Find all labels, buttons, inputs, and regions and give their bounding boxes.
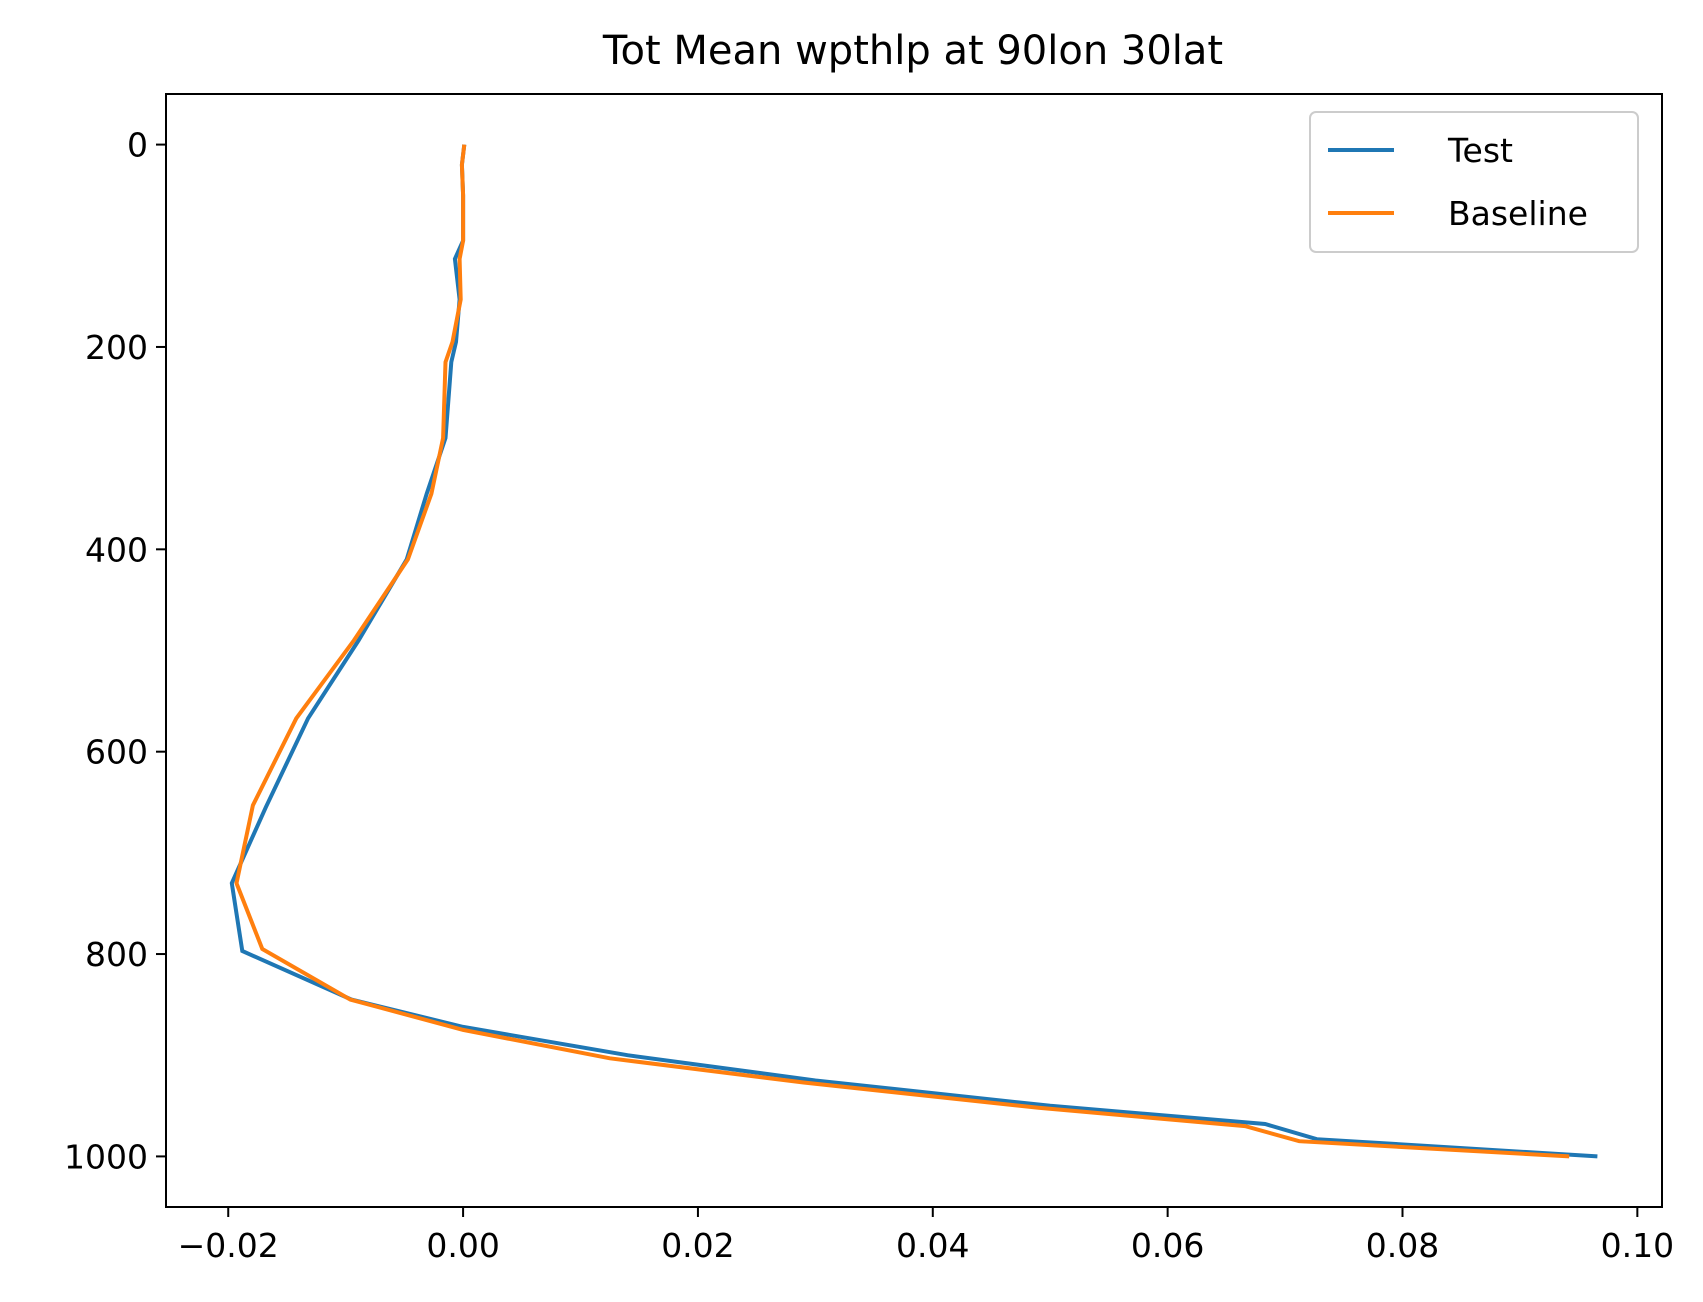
- y-tick-label: 1000: [64, 1137, 148, 1176]
- chart-title: Tot Mean wpthlp at 90lon 30lat: [602, 28, 1223, 74]
- x-tick-label: 0.04: [896, 1226, 969, 1265]
- x-tick-label: 0.02: [661, 1226, 734, 1265]
- y-tick-label: 400: [85, 530, 148, 569]
- series-layer: [229, 144, 1598, 1159]
- legend-box: [1309, 111, 1639, 253]
- legend-label-test: Test: [1447, 131, 1513, 170]
- x-axis: −0.02 0.00 0.02 0.04 0.06 0.08 0.10: [178, 1207, 1674, 1265]
- y-axis: 0 200 400 600 800 1000: [64, 126, 166, 1176]
- x-tick-label: −0.02: [178, 1226, 279, 1265]
- y-tick-label: 600: [85, 733, 148, 772]
- series-line-baseline: [234, 144, 1570, 1159]
- x-tick-label: 0.06: [1131, 1226, 1204, 1265]
- plot-frame: [165, 93, 1663, 1208]
- legend-label-baseline: Baseline: [1448, 194, 1588, 233]
- x-tick-label: 0.00: [426, 1226, 499, 1265]
- y-tick-label: 0: [127, 126, 148, 165]
- legend: Test Baseline: [1309, 111, 1639, 253]
- y-tick-label: 200: [85, 328, 148, 367]
- x-tick-label: 0.10: [1601, 1226, 1674, 1265]
- series-line-test: [229, 144, 1598, 1159]
- y-tick-label: 800: [85, 935, 148, 974]
- x-tick-label: 0.08: [1366, 1226, 1439, 1265]
